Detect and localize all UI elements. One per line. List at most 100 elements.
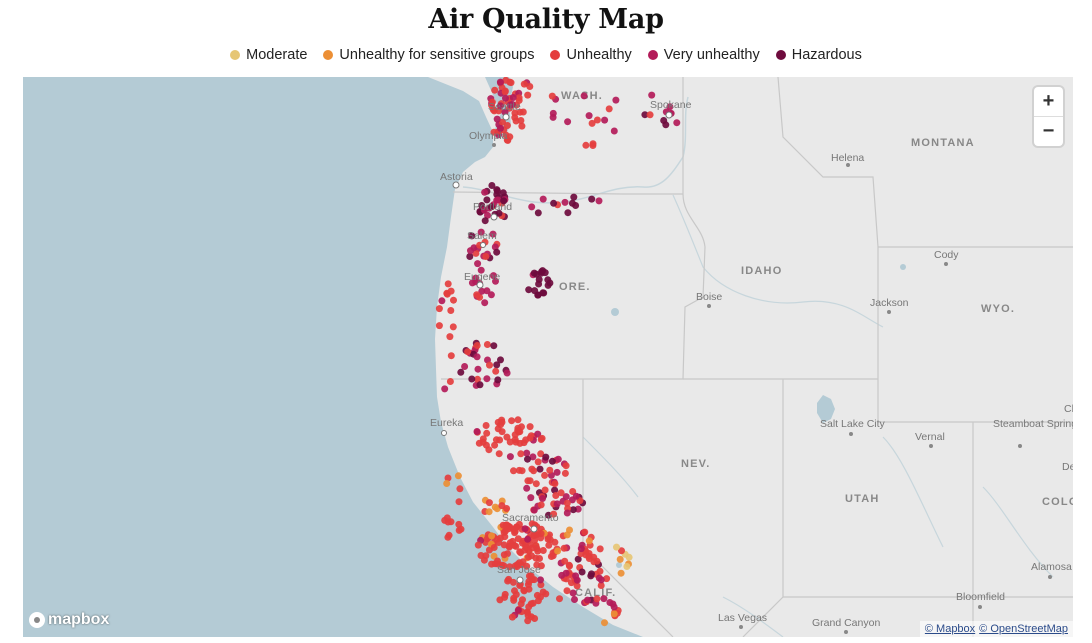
sensor-dot[interactable] bbox=[518, 467, 526, 475]
sensor-dot[interactable] bbox=[517, 549, 525, 557]
sensor-dot[interactable] bbox=[444, 518, 452, 526]
sensor-dot[interactable] bbox=[509, 578, 517, 586]
sensor-dot[interactable] bbox=[499, 118, 506, 126]
sensor-dot[interactable] bbox=[485, 508, 493, 516]
sensor-dot[interactable] bbox=[495, 539, 503, 546]
sensor-dot[interactable] bbox=[564, 209, 572, 217]
sensor-dot[interactable] bbox=[490, 552, 498, 560]
sensor-dot[interactable] bbox=[514, 606, 522, 614]
sensor-dot[interactable] bbox=[511, 109, 519, 117]
sensor-dot[interactable] bbox=[601, 116, 609, 124]
sensor-dot[interactable] bbox=[570, 193, 578, 201]
sensor-dot[interactable] bbox=[561, 198, 569, 206]
sensor-dot[interactable] bbox=[464, 348, 472, 356]
sensor-dot[interactable] bbox=[482, 552, 490, 560]
mapbox-logo[interactable]: mapbox bbox=[29, 611, 109, 629]
sensor-dot[interactable] bbox=[511, 587, 518, 595]
sensor-dot[interactable] bbox=[537, 576, 544, 584]
sensor-dot[interactable] bbox=[457, 525, 465, 533]
sensor-dot[interactable] bbox=[503, 433, 511, 441]
sensor-dot[interactable] bbox=[593, 557, 601, 565]
sensor-dot[interactable] bbox=[524, 581, 532, 589]
sensor-dot[interactable] bbox=[444, 280, 452, 288]
sensor-dot[interactable] bbox=[477, 266, 485, 274]
sensor-dot[interactable] bbox=[612, 96, 620, 104]
sensor-dot[interactable] bbox=[483, 341, 491, 348]
sensor-dot[interactable] bbox=[493, 187, 501, 195]
sensor-dot[interactable] bbox=[548, 457, 556, 465]
sensor-dot[interactable] bbox=[541, 471, 549, 479]
sensor-dot[interactable] bbox=[487, 291, 495, 299]
sensor-dot[interactable] bbox=[617, 569, 625, 577]
sensor-dot[interactable] bbox=[503, 122, 511, 129]
sensor-dot[interactable] bbox=[509, 94, 517, 101]
sensor-dot[interactable] bbox=[601, 619, 608, 627]
sensor-dot[interactable] bbox=[673, 119, 681, 127]
sensor-dot[interactable] bbox=[544, 276, 552, 284]
sensor-dot[interactable] bbox=[521, 525, 529, 533]
sensor-dot[interactable] bbox=[520, 80, 528, 88]
sensor-dot[interactable] bbox=[496, 78, 504, 86]
sensor-dot[interactable] bbox=[537, 450, 545, 458]
sensor-dot[interactable] bbox=[443, 290, 451, 298]
sensor-dot[interactable] bbox=[495, 209, 503, 217]
sensor-dot[interactable] bbox=[485, 499, 493, 507]
sensor-dot[interactable] bbox=[468, 375, 476, 383]
sensor-dot[interactable] bbox=[554, 455, 562, 463]
sensor-dot[interactable] bbox=[549, 109, 557, 117]
sensor-dot[interactable] bbox=[574, 555, 582, 563]
sensor-dot[interactable] bbox=[563, 587, 571, 595]
sensor-dot[interactable] bbox=[581, 528, 589, 536]
sensor-dot[interactable] bbox=[501, 590, 509, 598]
sensor-dot[interactable] bbox=[606, 599, 614, 606]
sensor-dot[interactable] bbox=[578, 568, 586, 576]
sensor-dot[interactable] bbox=[438, 297, 446, 305]
sensor-dot[interactable] bbox=[597, 576, 605, 584]
sensor-dot[interactable] bbox=[446, 378, 454, 385]
sensor-dot[interactable] bbox=[525, 286, 533, 294]
sensor-dot[interactable] bbox=[534, 458, 542, 466]
sensor-dot[interactable] bbox=[526, 83, 534, 90]
sensor-dot[interactable] bbox=[501, 527, 509, 535]
sensor-dot[interactable] bbox=[508, 417, 516, 425]
sensor-dot[interactable] bbox=[571, 596, 578, 603]
sensor-dot[interactable] bbox=[449, 323, 457, 331]
sensor-dot[interactable] bbox=[494, 418, 502, 426]
sensor-dot[interactable] bbox=[530, 506, 538, 514]
sensor-dot[interactable] bbox=[539, 547, 547, 554]
sensor-dot[interactable] bbox=[517, 117, 525, 124]
sensor-dot[interactable] bbox=[585, 555, 593, 562]
sensor-dot[interactable] bbox=[524, 535, 532, 543]
sensor-dot[interactable] bbox=[511, 542, 518, 549]
sensor-dot[interactable] bbox=[577, 545, 585, 553]
sensor-dot[interactable] bbox=[515, 94, 523, 102]
sensor-dot[interactable] bbox=[457, 368, 465, 376]
sensor-dot[interactable] bbox=[562, 493, 570, 501]
sensor-dot[interactable] bbox=[529, 453, 537, 461]
sensor-dot[interactable] bbox=[572, 572, 580, 580]
sensor-dot[interactable] bbox=[476, 381, 484, 389]
sensor-dot[interactable] bbox=[532, 480, 540, 488]
sensor-dot[interactable] bbox=[595, 197, 603, 205]
sensor-dot[interactable] bbox=[512, 438, 520, 446]
sensor-dot[interactable] bbox=[522, 436, 530, 444]
sensor-dot[interactable] bbox=[514, 535, 522, 543]
sensor-dot[interactable] bbox=[454, 472, 462, 480]
sensor-dot[interactable] bbox=[486, 361, 493, 369]
sensor-dot[interactable] bbox=[435, 305, 443, 313]
sensor-dot[interactable] bbox=[548, 92, 556, 100]
sensor-dot[interactable] bbox=[491, 441, 499, 449]
sensor-dot[interactable] bbox=[493, 115, 501, 123]
sensor-dot[interactable] bbox=[461, 363, 469, 370]
sensor-dot[interactable] bbox=[490, 544, 498, 551]
sensor-dot[interactable] bbox=[593, 595, 601, 603]
sensor-dot[interactable] bbox=[641, 111, 649, 119]
sensor-dot[interactable] bbox=[523, 449, 531, 457]
sensor-dot[interactable] bbox=[503, 369, 511, 377]
sensor-dot[interactable] bbox=[596, 567, 604, 575]
sensor-dot[interactable] bbox=[560, 544, 568, 552]
sensor-dot[interactable] bbox=[557, 489, 565, 497]
sensor-dot[interactable] bbox=[550, 510, 558, 518]
sensor-dot[interactable] bbox=[506, 563, 514, 571]
sensor-dot[interactable] bbox=[441, 385, 449, 393]
